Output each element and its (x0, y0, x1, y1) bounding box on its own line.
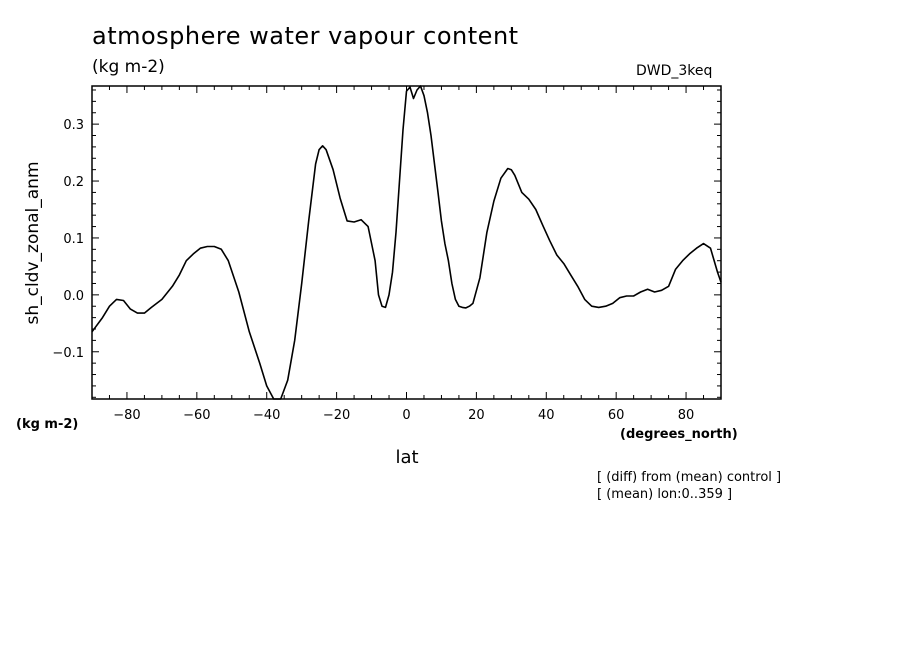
x-units-label: (degrees_north) (620, 427, 738, 442)
x-tick-label: −20 (323, 408, 350, 423)
series-line (91, 85, 722, 400)
x-tick-label: −40 (253, 408, 280, 423)
tick-labels: −80 −60 −40 −20 0 20 40 60 80 −0.1 0.0 0.1 0.2 0.3 (52, 118, 694, 423)
y-tick-label: 0.1 (63, 232, 84, 247)
y-tick-label: 0.0 (63, 289, 84, 304)
x-tick-label: 60 (608, 408, 625, 423)
y-tick-label: −0.1 (52, 346, 84, 361)
x-tick-label: −60 (183, 408, 210, 423)
x-tick-label: 20 (468, 408, 485, 423)
x-tick-label: 80 (678, 408, 695, 423)
model-label: DWD_3keq (636, 63, 713, 79)
title-units: (kg m-2) (92, 57, 165, 77)
chart-title: atmosphere water vapour content (92, 22, 519, 50)
diff-note: [ (diff) from (mean) control ] (597, 470, 782, 485)
plot-frame (91, 85, 722, 400)
y-units-label: (kg m-2) (16, 417, 79, 432)
mean-note: [ (mean) lon:0..359 ] (597, 487, 733, 502)
x-tick-label: 40 (538, 408, 555, 423)
x-tick-label: −80 (113, 408, 140, 423)
x-tick-label: 0 (402, 408, 410, 423)
x-axis-label: lat (395, 447, 419, 468)
axis-ticks (91, 86, 722, 399)
y-tick-label: 0.3 (63, 118, 84, 133)
y-tick-label: 0.2 (63, 175, 84, 190)
